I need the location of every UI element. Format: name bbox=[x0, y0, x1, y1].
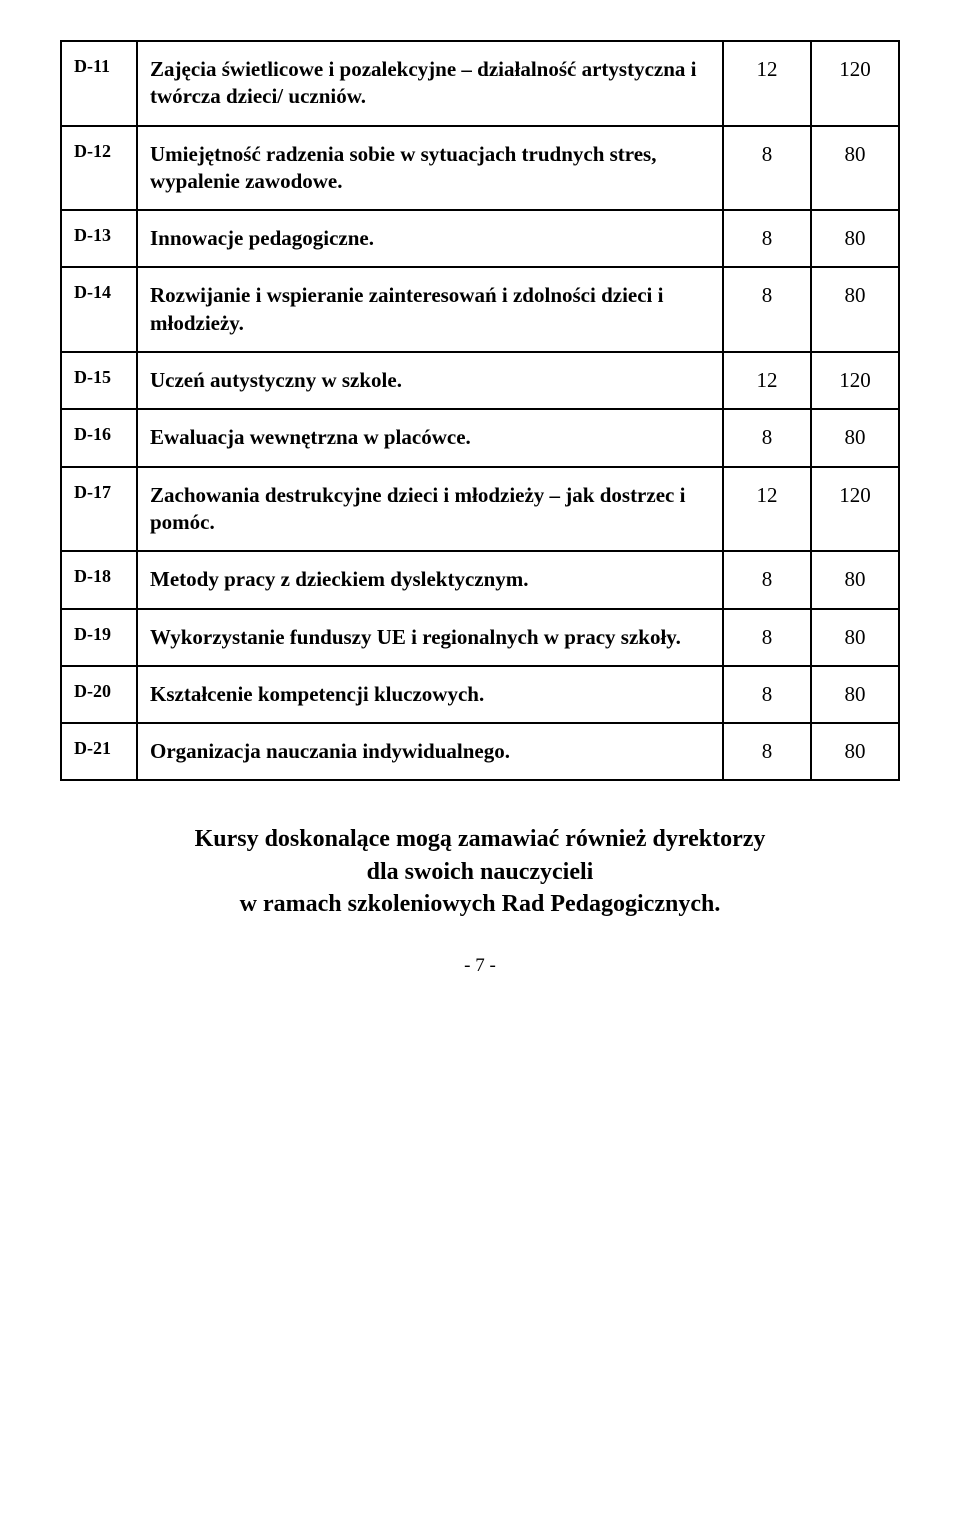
row-description: Kształcenie kompetencji kluczowych. bbox=[137, 666, 723, 723]
row-value-2: 80 bbox=[811, 126, 899, 211]
table-row: D-15Uczeń autystyczny w szkole.12120 bbox=[61, 352, 899, 409]
row-description: Wykorzystanie funduszy UE i regionalnych… bbox=[137, 609, 723, 666]
row-code: D-21 bbox=[61, 723, 137, 780]
row-description: Ewaluacja wewnętrzna w placówce. bbox=[137, 409, 723, 466]
row-value-1: 12 bbox=[723, 352, 811, 409]
table-row: D-20Kształcenie kompetencji kluczowych.8… bbox=[61, 666, 899, 723]
row-description: Zachowania destrukcyjne dzieci i młodzie… bbox=[137, 467, 723, 552]
row-value-2: 80 bbox=[811, 267, 899, 352]
row-value-1: 12 bbox=[723, 467, 811, 552]
row-description: Uczeń autystyczny w szkole. bbox=[137, 352, 723, 409]
row-value-1: 8 bbox=[723, 409, 811, 466]
row-code: D-20 bbox=[61, 666, 137, 723]
row-code: D-15 bbox=[61, 352, 137, 409]
footer-line-1: Kursy doskonalące mogą zamawiać również … bbox=[195, 826, 766, 852]
footer-line-3: w ramach szkoleniowych Rad Pedagogicznyc… bbox=[240, 891, 721, 917]
row-value-2: 80 bbox=[811, 609, 899, 666]
row-value-1: 8 bbox=[723, 210, 811, 267]
table-row: D-16Ewaluacja wewnętrzna w placówce.880 bbox=[61, 409, 899, 466]
row-value-1: 8 bbox=[723, 126, 811, 211]
row-code: D-12 bbox=[61, 126, 137, 211]
course-table: D-11Zajęcia świetlicowe i pozalekcyjne –… bbox=[60, 40, 900, 781]
row-value-2: 80 bbox=[811, 666, 899, 723]
row-code: D-16 bbox=[61, 409, 137, 466]
row-value-2: 120 bbox=[811, 467, 899, 552]
row-value-1: 8 bbox=[723, 551, 811, 608]
footer-line-2: dla swoich nauczycieli bbox=[367, 859, 594, 885]
row-value-1: 12 bbox=[723, 41, 811, 126]
row-description: Metody pracy z dzieckiem dyslektycznym. bbox=[137, 551, 723, 608]
table-row: D-11Zajęcia świetlicowe i pozalekcyjne –… bbox=[61, 41, 899, 126]
page-number: - 7 - bbox=[60, 955, 900, 977]
row-description: Rozwijanie i wspieranie zainteresowań i … bbox=[137, 267, 723, 352]
row-description: Zajęcia świetlicowe i pozalekcyjne – dzi… bbox=[137, 41, 723, 126]
row-description: Umiejętność radzenia sobie w sytuacjach … bbox=[137, 126, 723, 211]
table-row: D-21Organizacja nauczania indywidualnego… bbox=[61, 723, 899, 780]
row-value-1: 8 bbox=[723, 267, 811, 352]
row-code: D-18 bbox=[61, 551, 137, 608]
table-row: D-18Metody pracy z dzieckiem dyslektyczn… bbox=[61, 551, 899, 608]
row-value-2: 80 bbox=[811, 723, 899, 780]
table-row: D-12Umiejętność radzenia sobie w sytuacj… bbox=[61, 126, 899, 211]
row-code: D-11 bbox=[61, 41, 137, 126]
row-value-2: 80 bbox=[811, 210, 899, 267]
row-code: D-19 bbox=[61, 609, 137, 666]
table-row: D-13Innowacje pedagogiczne.880 bbox=[61, 210, 899, 267]
row-value-2: 120 bbox=[811, 41, 899, 126]
row-value-2: 80 bbox=[811, 551, 899, 608]
row-description: Organizacja nauczania indywidualnego. bbox=[137, 723, 723, 780]
row-code: D-13 bbox=[61, 210, 137, 267]
row-code: D-14 bbox=[61, 267, 137, 352]
row-code: D-17 bbox=[61, 467, 137, 552]
table-row: D-17Zachowania destrukcyjne dzieci i mło… bbox=[61, 467, 899, 552]
table-row: D-19Wykorzystanie funduszy UE i regional… bbox=[61, 609, 899, 666]
row-value-1: 8 bbox=[723, 666, 811, 723]
table-row: D-14Rozwijanie i wspieranie zainteresowa… bbox=[61, 267, 899, 352]
row-value-2: 80 bbox=[811, 409, 899, 466]
row-value-1: 8 bbox=[723, 609, 811, 666]
row-description: Innowacje pedagogiczne. bbox=[137, 210, 723, 267]
footer-note: Kursy doskonalące mogą zamawiać również … bbox=[60, 823, 900, 920]
row-value-1: 8 bbox=[723, 723, 811, 780]
row-value-2: 120 bbox=[811, 352, 899, 409]
